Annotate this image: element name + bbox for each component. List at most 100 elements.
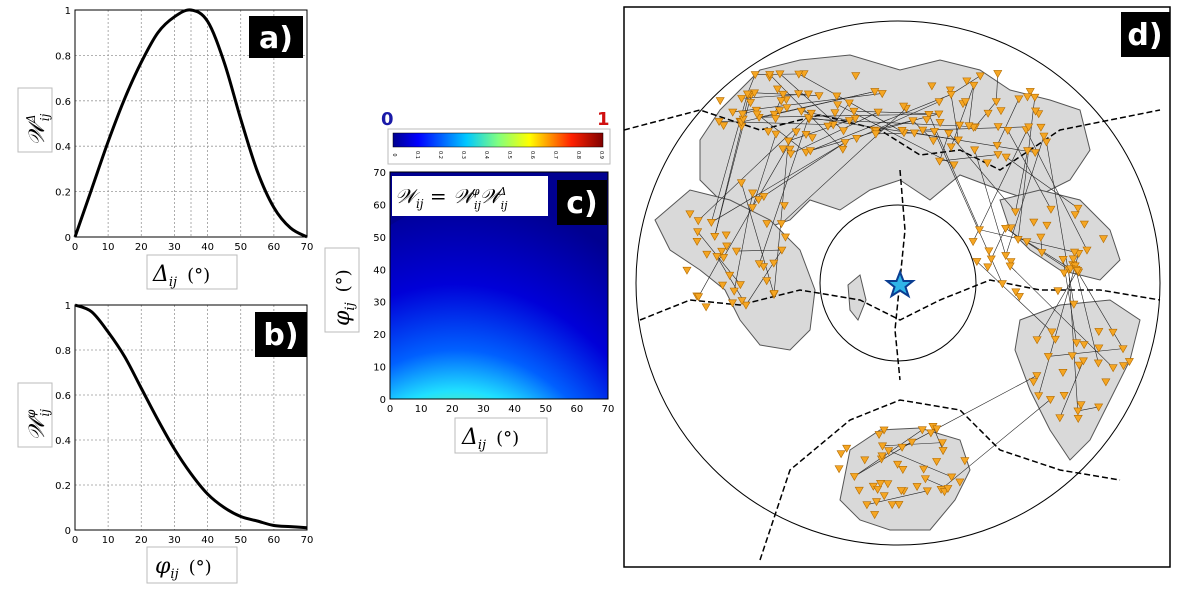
- ray-path: [972, 126, 1029, 242]
- station-marker: [694, 293, 704, 302]
- station-marker: [833, 101, 843, 110]
- station-marker: [935, 119, 945, 127]
- station-marker: [1070, 211, 1080, 220]
- station-marker: [840, 139, 850, 148]
- ray-path: [996, 98, 1020, 146]
- panel-a-xlabel: Δij (°): [152, 262, 210, 290]
- y-tick-label: 0.4: [55, 436, 71, 447]
- station-marker: [870, 88, 880, 97]
- outer-distance-circle: [635, 20, 1161, 546]
- station-marker: [993, 70, 1003, 79]
- station-marker: [862, 501, 872, 510]
- ray-path: [1009, 265, 1114, 368]
- ray-path: [773, 140, 789, 295]
- ray-path: [1026, 241, 1071, 269]
- station-marker: [1094, 344, 1104, 353]
- y-tick-label: 0: [65, 526, 71, 537]
- x-tick-label: 40: [508, 404, 521, 415]
- ray-path: [1005, 227, 1069, 271]
- station-marker: [946, 143, 956, 152]
- panel-c-xlabel: Δij (°): [461, 425, 519, 453]
- ray-path: [948, 133, 1016, 212]
- station-marker: [1013, 235, 1023, 244]
- y-tick-label: 0: [380, 395, 386, 406]
- station-marker: [897, 443, 907, 452]
- station-marker: [741, 301, 751, 310]
- station-marker: [839, 127, 849, 136]
- station-marker: [721, 231, 731, 240]
- station-marker: [794, 90, 804, 99]
- station-marker: [1041, 138, 1051, 147]
- station-marker: [996, 107, 1006, 116]
- x-tick-label: 40: [201, 535, 214, 546]
- panel-c-formula: 𝒲ij = 𝒲ijφ𝒲ijΔ: [395, 184, 508, 212]
- x-tick-label: 50: [234, 242, 247, 253]
- station-marker: [1059, 269, 1069, 278]
- station-marker: [849, 473, 859, 481]
- station-marker: [782, 104, 792, 113]
- ray-path: [1007, 130, 1052, 210]
- station-marker: [879, 492, 889, 501]
- station-marker: [814, 92, 824, 101]
- station-marker: [1045, 396, 1055, 404]
- station-marker: [1094, 403, 1104, 412]
- station-marker: [1073, 415, 1083, 423]
- station-marker: [1076, 401, 1086, 410]
- station-marker: [771, 115, 781, 124]
- x-tick-label: 50: [539, 404, 552, 415]
- station-marker: [873, 108, 883, 117]
- station-marker: [960, 457, 970, 466]
- station-marker: [805, 147, 815, 156]
- panel-b-xlabel-box: [146, 546, 238, 584]
- ray-path: [1005, 135, 1045, 256]
- station-marker: [877, 452, 887, 461]
- station-marker: [1039, 132, 1049, 141]
- x-tick-label: 70: [602, 404, 615, 415]
- station-marker: [1108, 364, 1118, 373]
- station-marker: [1043, 353, 1053, 361]
- station-marker: [887, 501, 897, 510]
- x-tick-label: 30: [168, 242, 181, 253]
- panel-c-ticks: 0 10 20 30 40 50 60 70 0 10 20 30 40 50 60 70: [373, 168, 614, 415]
- ray-path: [756, 113, 807, 153]
- station-marker: [919, 465, 929, 474]
- station-marker: [879, 426, 889, 435]
- station-marker: [803, 90, 813, 99]
- panel-b-xlabel: φij (°): [155, 554, 212, 582]
- station-marker: [876, 480, 886, 488]
- ray-path: [833, 102, 850, 125]
- y-tick-label: 10: [373, 363, 386, 374]
- ray-path: [697, 231, 741, 285]
- station-marker: [877, 90, 887, 99]
- station-marker: [920, 475, 930, 484]
- station-marker: [918, 126, 928, 135]
- station-marker: [932, 425, 942, 434]
- station-marker: [769, 110, 779, 119]
- station-marker: [807, 134, 817, 143]
- station-marker: [969, 81, 979, 90]
- panel-a-letter: a): [259, 21, 293, 56]
- ray-path: [901, 375, 1037, 448]
- x-tick-label: 0: [72, 242, 78, 253]
- station-marker: [929, 128, 939, 136]
- station-marker: [710, 232, 720, 241]
- station-marker: [1023, 147, 1033, 156]
- station-marker: [1010, 208, 1020, 217]
- station-marker: [993, 123, 1003, 132]
- x-tick-label: 50: [234, 535, 247, 546]
- event-star: [884, 269, 916, 299]
- station-marker: [1011, 288, 1021, 297]
- x-tick-label: 10: [102, 535, 115, 546]
- station-marker: [762, 277, 772, 286]
- station-marker: [693, 228, 703, 237]
- station-marker: [1118, 362, 1129, 371]
- station-marker: [759, 263, 769, 272]
- colorbar-tick-label: 0.4: [483, 151, 489, 159]
- x-tick-label: 10: [415, 404, 428, 415]
- station-marker: [972, 258, 982, 267]
- ray-path: [1075, 269, 1124, 349]
- ray-path: [736, 249, 782, 252]
- station-marker: [926, 429, 936, 438]
- ray-path: [976, 261, 1053, 333]
- y-tick-label: 0.8: [55, 346, 71, 357]
